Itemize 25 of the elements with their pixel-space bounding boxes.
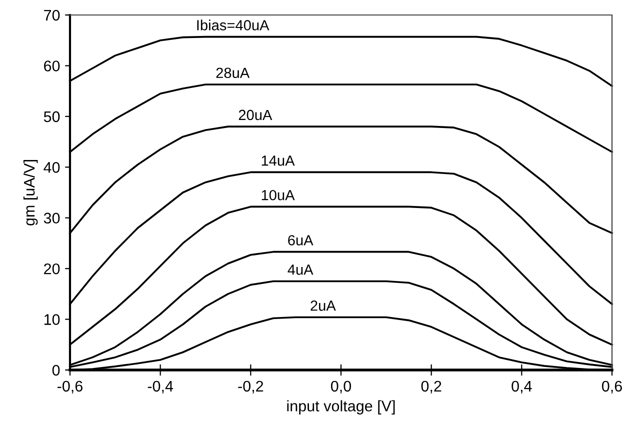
x-axis-title: input voltage [V] bbox=[287, 400, 395, 414]
series-label: 14uA bbox=[262, 156, 295, 166]
y-tick-label: 70 bbox=[44, 10, 60, 21]
x-tick-label: 0,0 bbox=[330, 380, 352, 394]
y-tick-label: 40 bbox=[44, 162, 60, 173]
series-label: 6uA bbox=[288, 235, 314, 246]
x-tick-label: -0,6 bbox=[58, 380, 82, 394]
series-label: 4uA bbox=[288, 264, 314, 275]
y-tick-label: 10 bbox=[44, 314, 60, 325]
y-axis-title: gm [uA/V] bbox=[23, 160, 38, 226]
series-label: 28uA bbox=[216, 68, 250, 78]
x-tick-label: 0,4 bbox=[512, 380, 532, 394]
y-tick-label: 20 bbox=[44, 263, 60, 274]
x-tick-label: -0,2 bbox=[238, 380, 264, 394]
y-tick-label: 60 bbox=[44, 60, 60, 72]
x-tick-label: -0,4 bbox=[148, 380, 174, 394]
series-label: Ibias=40uA bbox=[197, 20, 270, 30]
x-tick-label: 0,2 bbox=[421, 380, 442, 394]
y-tick-label: 30 bbox=[44, 212, 60, 224]
series-label: 20uA bbox=[238, 110, 272, 120]
y-tick-label: 50 bbox=[44, 111, 60, 122]
y-tick-label: 0 bbox=[52, 364, 60, 376]
series-label: 10uA bbox=[262, 190, 295, 200]
x-tick-label: 0,6 bbox=[602, 380, 622, 394]
series-label: 2uA bbox=[310, 300, 336, 311]
